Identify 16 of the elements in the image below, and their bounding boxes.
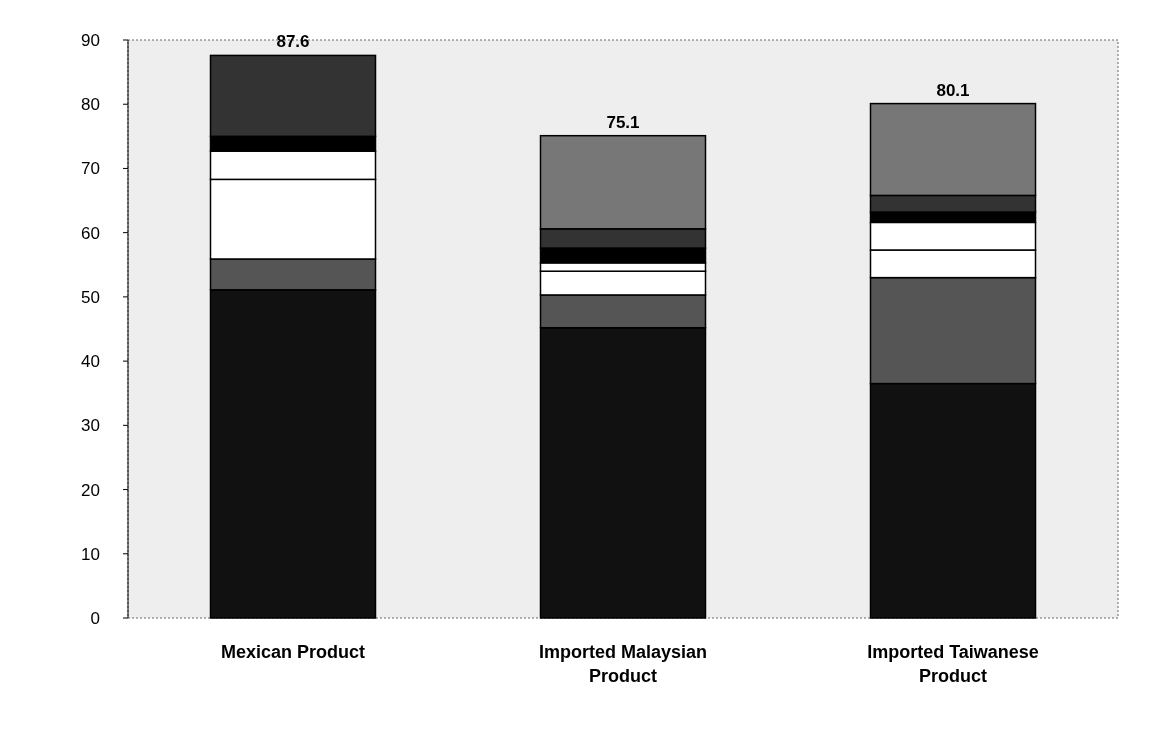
total-label: 80.1 (936, 80, 970, 100)
total-label: 75.1 (606, 112, 640, 132)
y-tick-label: 0 (90, 608, 100, 628)
x-tick-label: Mexican Product (220, 642, 366, 662)
y-tick-label: 40 (81, 352, 100, 372)
y-tick-label: 90 (81, 30, 100, 50)
y-tick-label: 70 (81, 159, 100, 179)
y-tick-label: 10 (81, 544, 100, 564)
y-tick-label: 30 (81, 416, 100, 436)
y-tick-label: 50 (81, 287, 100, 307)
total-label: 87.6 (276, 32, 310, 52)
x-tick-label: Imported Taiwanese Product (867, 642, 1039, 686)
y-tick-label: 20 (81, 480, 100, 500)
x-tick-label: Imported Malaysian Product (538, 642, 708, 686)
y-tick-label: 60 (81, 223, 100, 243)
y-tick-label: 80 (81, 95, 100, 115)
